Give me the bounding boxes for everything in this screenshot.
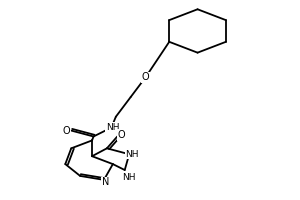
- Text: NH: NH: [106, 123, 120, 132]
- Text: NH: NH: [122, 173, 136, 182]
- Text: N: N: [102, 177, 109, 187]
- Text: O: O: [142, 72, 149, 82]
- Text: O: O: [118, 130, 126, 140]
- Text: O: O: [62, 126, 70, 136]
- Text: NH: NH: [125, 150, 139, 159]
